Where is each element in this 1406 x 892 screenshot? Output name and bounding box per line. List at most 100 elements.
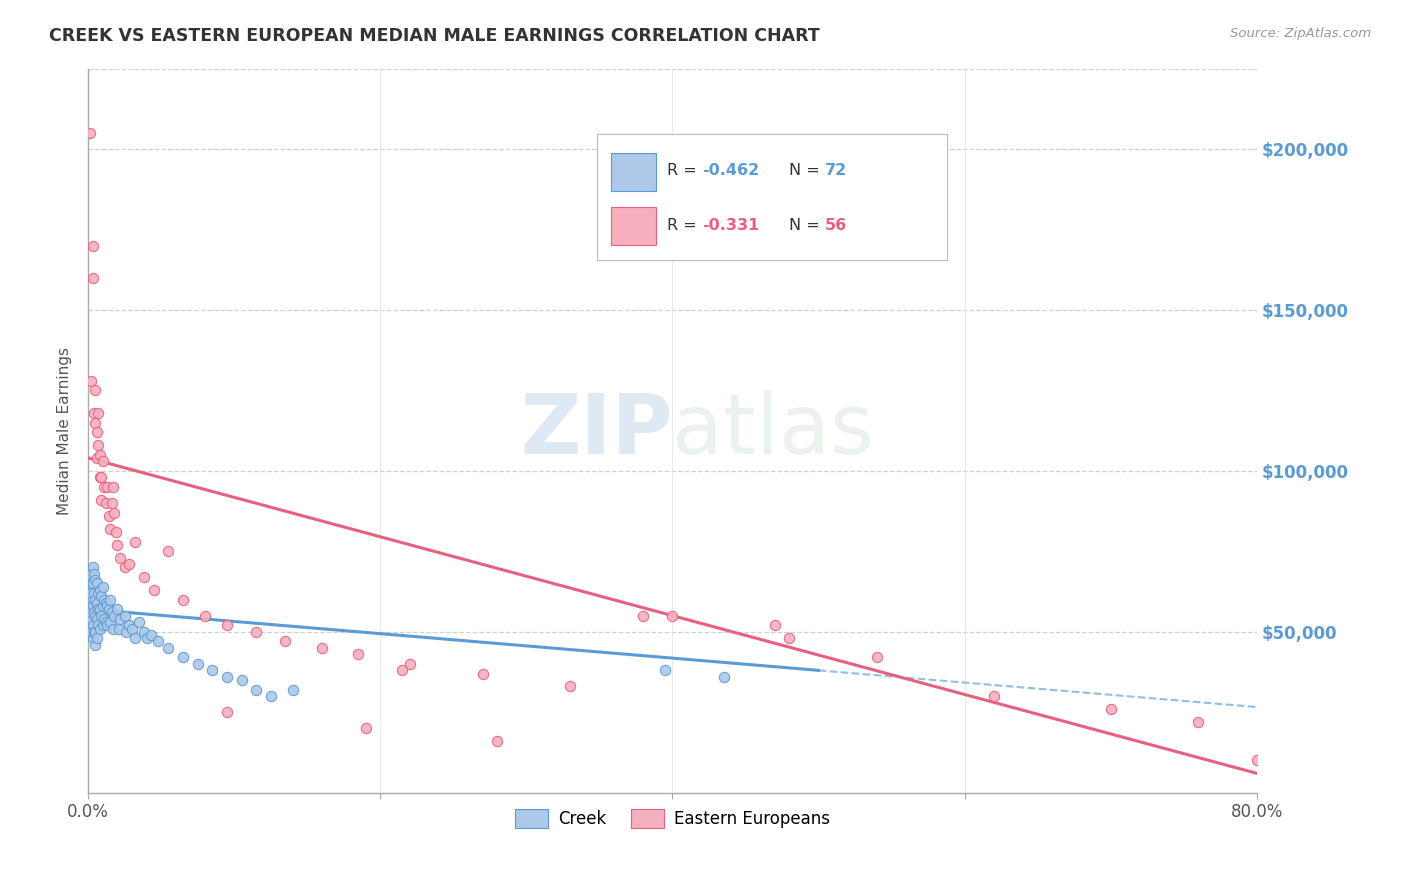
Point [105,602,128,616]
Point [79,586,101,600]
Text: atlas: atlas [672,390,875,471]
Point [108,622,131,636]
Point [87,618,110,632]
Point [1187,714,1209,729]
Point [83,566,105,581]
Point [90,608,112,623]
Point [96,618,118,632]
Point [80,624,103,639]
Point [94,496,117,510]
Point [215,705,238,719]
Point [114,608,136,623]
Point [98,592,121,607]
Point [93,612,115,626]
Point [101,480,124,494]
Point [89,448,111,462]
Point [215,670,238,684]
Point [98,615,121,629]
Point [90,470,112,484]
Point [101,622,124,636]
Point [80,586,103,600]
Point [91,618,114,632]
Point [86,425,108,440]
Point [93,592,115,607]
Point [132,570,155,584]
Text: CREEK VS EASTERN EUROPEAN MEDIAN MALE EARNINGS CORRELATION CHART: CREEK VS EASTERN EUROPEAN MEDIAN MALE EA… [49,27,820,45]
Point [86,612,108,626]
Point [84,573,107,587]
Point [633,608,655,623]
Point [89,582,111,597]
Point [90,590,112,604]
Point [148,634,170,648]
Point [157,544,180,558]
Point [118,618,141,632]
Point [97,508,120,523]
Point [96,480,118,494]
Legend: Creek, Eastern Europeans: Creek, Eastern Europeans [508,803,837,835]
Point [142,582,165,597]
Point [87,406,110,420]
Point [187,657,209,671]
Point [82,238,104,252]
Point [84,416,107,430]
Point [128,615,150,629]
Point [87,438,110,452]
Point [114,560,136,574]
Point [86,450,108,465]
Point [245,682,267,697]
Point [115,624,138,639]
Point [80,374,103,388]
Point [713,670,735,684]
Point [90,492,112,507]
Point [84,592,107,607]
Text: Source: ZipAtlas.com: Source: ZipAtlas.com [1230,27,1371,40]
Point [135,631,157,645]
Point [281,682,304,697]
Point [560,680,582,694]
Point [97,602,120,616]
Point [983,689,1005,703]
Point [245,624,267,639]
Point [86,631,108,645]
Point [215,618,238,632]
Point [94,615,117,629]
Point [89,602,111,616]
Point [82,560,104,574]
Point [110,612,132,626]
Point [91,580,114,594]
Point [84,608,107,623]
Point [83,586,105,600]
Point [82,270,104,285]
Point [87,586,110,600]
Point [84,624,107,639]
Point [83,406,105,420]
Point [110,550,132,565]
Point [486,734,509,748]
Point [83,624,105,639]
Point [86,596,108,610]
Point [89,622,111,636]
Point [311,640,333,655]
Point [86,576,108,591]
Point [274,634,297,648]
Point [80,606,103,620]
Point [82,599,104,613]
Text: ZIP: ZIP [520,390,672,471]
Point [157,640,180,655]
Point [79,599,101,613]
Point [471,666,494,681]
Point [172,650,194,665]
Point [1246,754,1268,768]
Point [89,470,111,484]
Point [231,673,253,687]
Point [124,631,146,645]
Point [80,566,103,581]
Point [139,628,162,642]
Point [91,599,114,613]
Point [104,524,127,539]
Y-axis label: Median Male Earnings: Median Male Earnings [58,347,72,515]
Point [79,612,101,626]
Point [778,631,800,645]
Point [118,557,141,571]
